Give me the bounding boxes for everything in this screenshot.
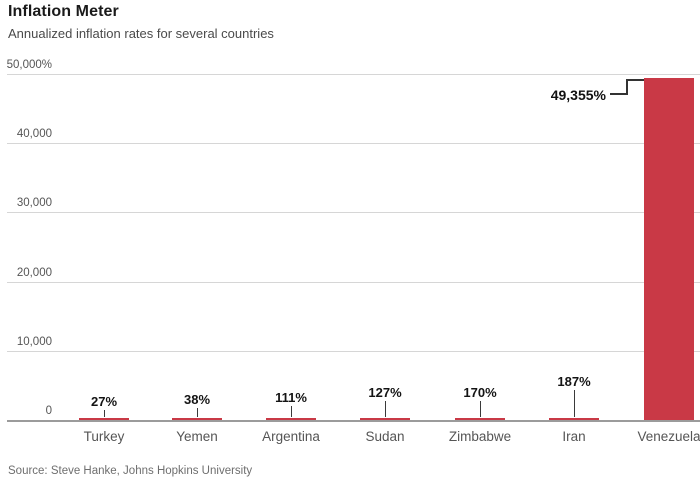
value-label-iran: 187% xyxy=(557,374,591,389)
value-leader-line-yemen xyxy=(197,408,198,417)
y-tick-label-10000: 10,000 xyxy=(16,336,52,348)
value-leader-line-argentina xyxy=(291,406,292,417)
value-leader-line-turkey xyxy=(104,410,105,417)
value-label-yemen: 38% xyxy=(183,392,211,407)
bar-turkey xyxy=(79,418,129,420)
x-axis-label-iran: Iran xyxy=(562,429,586,444)
bar-argentina xyxy=(266,418,316,420)
value-label-argentina: 111% xyxy=(275,390,307,405)
x-axis-label-argentina: Argentina xyxy=(262,429,320,444)
gridline-10000 xyxy=(7,351,700,352)
chart-title: Inflation Meter xyxy=(8,3,119,20)
source-note: Source: Steve Hanke, Johns Hopkins Unive… xyxy=(8,465,253,477)
y-tick-label-30000: 30,000 xyxy=(16,197,52,209)
y-tick-label-50000: 50,000% xyxy=(6,59,52,71)
y-tick-label-20000: 20,000 xyxy=(16,267,52,279)
bar-venezuela xyxy=(644,78,694,420)
value-leader-line-sudan xyxy=(385,401,386,417)
x-axis-label-zimbabwe: Zimbabwe xyxy=(448,429,512,444)
value-leader-line-zimbabwe xyxy=(480,401,481,417)
gridline-30000 xyxy=(7,212,700,213)
annotation-connector-line xyxy=(610,79,644,95)
x-axis-label-yemen: Yemen xyxy=(176,429,218,444)
x-axis-label-turkey: Turkey xyxy=(83,429,125,444)
bar-iran xyxy=(549,418,599,420)
bar-sudan xyxy=(360,418,410,420)
x-axis-label-sudan: Sudan xyxy=(365,429,405,444)
value-label-turkey: 27% xyxy=(90,394,118,409)
gridline-20000 xyxy=(7,282,700,283)
value-label-sudan: 127% xyxy=(368,385,402,400)
x-axis-baseline xyxy=(7,420,700,422)
x-axis-label-venezuela: Venezuela xyxy=(637,429,700,444)
gridline-50000 xyxy=(7,74,700,75)
annotation-value-label: 49,355% xyxy=(550,87,606,103)
value-leader-line-iran xyxy=(574,390,575,417)
gridline-40000 xyxy=(7,143,700,144)
bar-zimbabwe xyxy=(455,418,505,420)
bar-yemen xyxy=(172,418,222,420)
value-label-zimbabwe: 170% xyxy=(463,385,497,400)
chart-subtitle: Annualized inflation rates for several c… xyxy=(8,26,274,41)
y-tick-label-0: 0 xyxy=(45,405,52,417)
y-tick-label-40000: 40,000 xyxy=(16,128,52,140)
